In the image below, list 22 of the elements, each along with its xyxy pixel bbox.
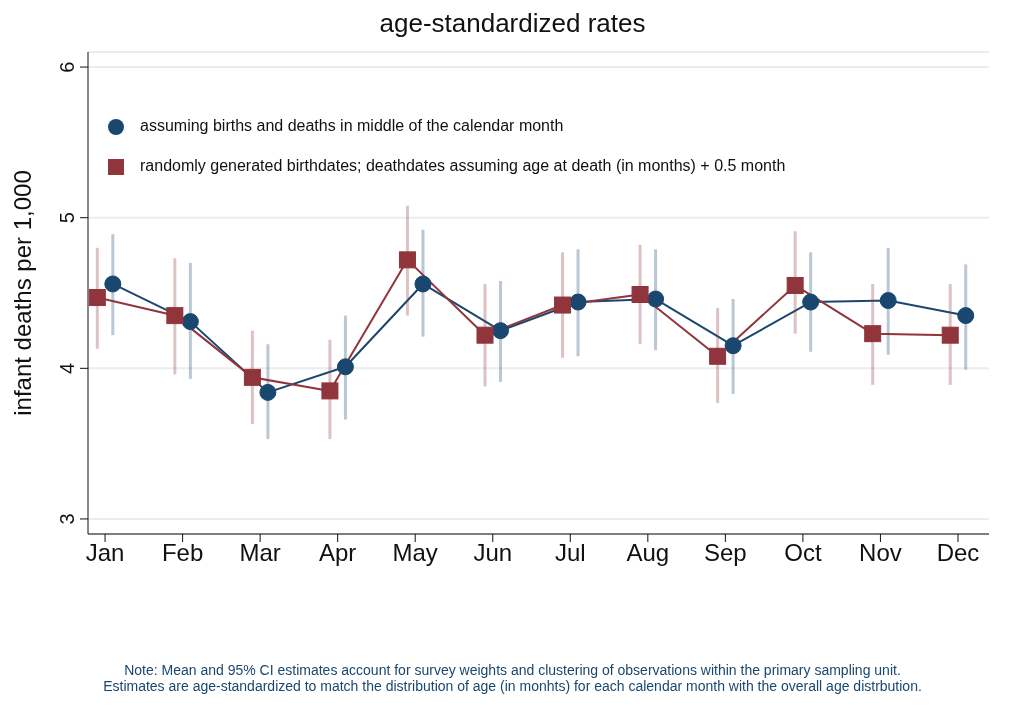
text: Estimates are age-standardized to match the distribution of age (in monhts) for each calendar month with the overall age distrbution. bbox=[102, 678, 923, 694]
x-tick-label: Jun bbox=[473, 539, 513, 567]
x-tick-label: Apr bbox=[319, 539, 357, 567]
y-tick-label: 4 bbox=[56, 362, 78, 374]
y-tick-label: 6 bbox=[56, 61, 78, 73]
y-tick-label: 5 bbox=[56, 212, 78, 224]
x-tick-label: Oct bbox=[784, 539, 822, 567]
x-tick-label: Dec bbox=[936, 539, 980, 567]
y-tick-label: 3 bbox=[56, 513, 78, 525]
x-tick-label: May bbox=[392, 539, 438, 567]
x-tick-label: Sep bbox=[704, 539, 747, 567]
x-tick-label: Jul bbox=[554, 539, 586, 567]
x-tick-label: Nov bbox=[859, 539, 902, 567]
x-tick-label: Jan bbox=[85, 539, 125, 567]
x-tick-label: Aug bbox=[626, 539, 670, 567]
text: Note: Mean and 95% CI estimates account for survey weights and clustering of observations within the primary sampling unit. bbox=[123, 662, 902, 678]
x-tick-label: Feb bbox=[161, 539, 204, 567]
x-tick-label: Mar bbox=[239, 539, 281, 567]
legend-label: randomly generated birthdates; deathdates assuming age at death (in months) + 0.5 month bbox=[140, 157, 786, 174]
y-axis-title: infant deaths per 1,000 bbox=[8, 170, 36, 416]
legend-label: assuming births and deaths in middle of the calendar month bbox=[140, 117, 564, 134]
chart-title: age-standardized rates bbox=[378, 8, 647, 40]
